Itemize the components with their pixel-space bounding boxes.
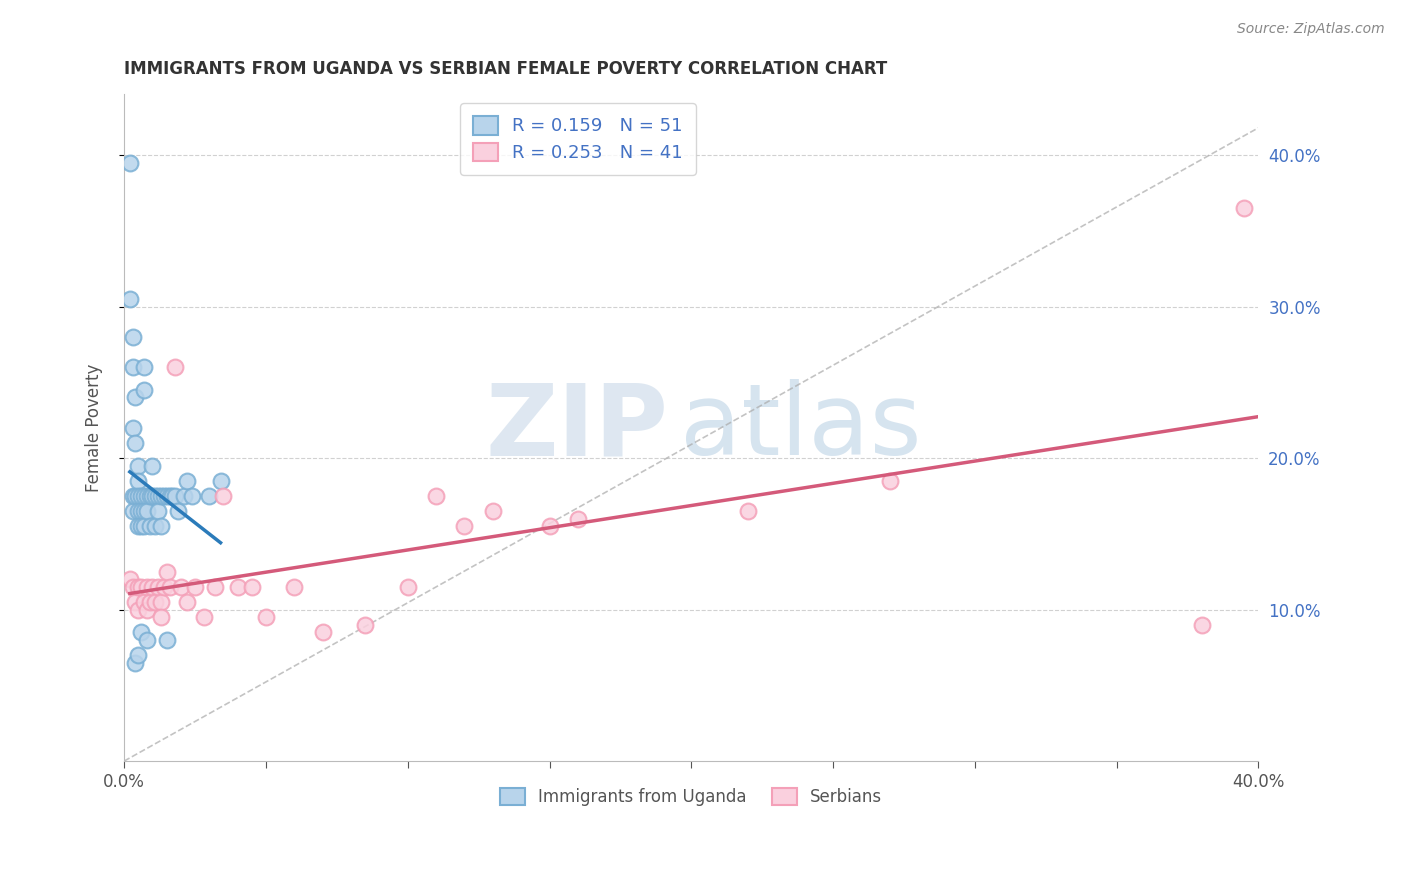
Point <box>240 580 263 594</box>
Point <box>132 504 155 518</box>
Point <box>132 595 155 609</box>
Point <box>176 595 198 609</box>
Point <box>184 580 207 594</box>
Point <box>132 489 155 503</box>
Point <box>354 617 377 632</box>
Point <box>162 489 184 503</box>
Point <box>453 519 475 533</box>
Point <box>173 489 195 503</box>
Point <box>124 391 146 405</box>
Point <box>127 580 149 594</box>
Point <box>127 519 149 533</box>
Point <box>170 580 193 594</box>
Point <box>159 489 181 503</box>
Point <box>135 632 157 647</box>
Point <box>254 610 277 624</box>
Point <box>118 572 141 586</box>
Point <box>159 580 181 594</box>
Point <box>204 580 226 594</box>
Point <box>737 504 759 518</box>
Point <box>143 595 166 609</box>
Point <box>132 383 155 397</box>
Y-axis label: Female Poverty: Female Poverty <box>86 364 103 492</box>
Point <box>156 489 179 503</box>
Point <box>153 489 176 503</box>
Point <box>127 458 149 473</box>
Point <box>129 519 152 533</box>
Point <box>138 595 160 609</box>
Point <box>181 489 204 503</box>
Point <box>124 489 146 503</box>
Point <box>167 504 190 518</box>
Point <box>132 519 155 533</box>
Point <box>143 519 166 533</box>
Point <box>138 519 160 533</box>
Point <box>150 489 173 503</box>
Point <box>311 625 333 640</box>
Point <box>127 489 149 503</box>
Point <box>146 580 169 594</box>
Point <box>135 580 157 594</box>
Point <box>121 489 143 503</box>
Point <box>141 580 163 594</box>
Point <box>121 580 143 594</box>
Point <box>1191 617 1213 632</box>
Point <box>193 610 215 624</box>
Point <box>121 421 143 435</box>
Point <box>209 474 232 488</box>
Point <box>127 474 149 488</box>
Point <box>127 602 149 616</box>
Point <box>127 648 149 662</box>
Point <box>141 489 163 503</box>
Point <box>150 519 173 533</box>
Point <box>135 602 157 616</box>
Point <box>538 519 561 533</box>
Point <box>121 330 143 344</box>
Point <box>138 489 160 503</box>
Point <box>425 489 447 503</box>
Point <box>135 489 157 503</box>
Point <box>132 360 155 375</box>
Point <box>118 155 141 169</box>
Point <box>146 489 169 503</box>
Point <box>129 504 152 518</box>
Point <box>879 474 901 488</box>
Point <box>212 489 235 503</box>
Point <box>198 489 221 503</box>
Point <box>481 504 503 518</box>
Point <box>141 458 163 473</box>
Legend: Immigrants from Uganda, Serbians: Immigrants from Uganda, Serbians <box>494 781 889 813</box>
Point <box>156 565 179 579</box>
Point <box>129 625 152 640</box>
Point <box>226 580 249 594</box>
Point <box>118 292 141 306</box>
Point <box>1233 201 1256 215</box>
Point <box>165 360 187 375</box>
Point <box>396 580 419 594</box>
Point <box>143 489 166 503</box>
Point <box>127 504 149 518</box>
Point <box>567 511 589 525</box>
Point <box>124 656 146 670</box>
Point <box>129 489 152 503</box>
Point <box>146 504 169 518</box>
Point <box>135 504 157 518</box>
Point <box>156 632 179 647</box>
Point <box>121 360 143 375</box>
Point <box>124 595 146 609</box>
Text: ZIP: ZIP <box>485 379 669 476</box>
Point <box>150 610 173 624</box>
Point <box>153 580 176 594</box>
Point <box>283 580 305 594</box>
Point <box>124 436 146 450</box>
Point <box>176 474 198 488</box>
Point <box>165 489 187 503</box>
Point <box>150 595 173 609</box>
Text: atlas: atlas <box>681 379 921 476</box>
Text: IMMIGRANTS FROM UGANDA VS SERBIAN FEMALE POVERTY CORRELATION CHART: IMMIGRANTS FROM UGANDA VS SERBIAN FEMALE… <box>124 60 887 78</box>
Point <box>121 504 143 518</box>
Point <box>129 580 152 594</box>
Text: Source: ZipAtlas.com: Source: ZipAtlas.com <box>1237 22 1385 37</box>
